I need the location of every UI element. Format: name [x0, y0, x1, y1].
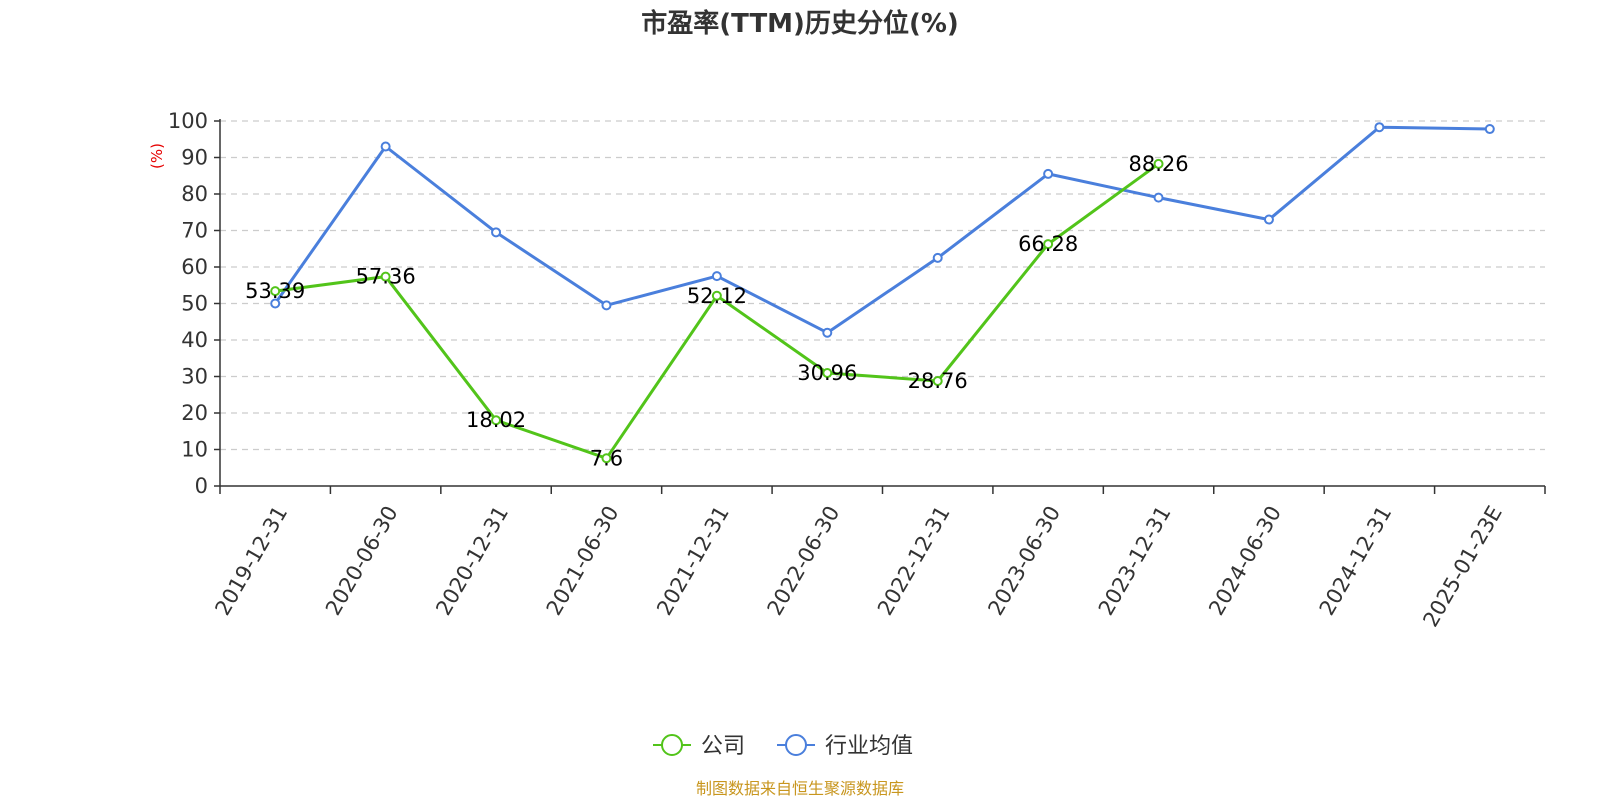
x-tick-label: 2024-12-31 — [1315, 502, 1397, 620]
data-point[interactable] — [491, 227, 502, 238]
x-tick-label: 2021-12-31 — [652, 502, 734, 620]
data-point[interactable] — [380, 271, 391, 282]
series-line-1 — [273, 125, 1490, 335]
data-label: 88.26 — [1128, 152, 1188, 176]
x-tick-label: 2023-12-31 — [1094, 502, 1176, 620]
legend-item-0[interactable]: 公司 — [653, 734, 745, 759]
data-point[interactable] — [932, 252, 943, 263]
data-point[interactable] — [491, 415, 502, 426]
data-point[interactable] — [270, 298, 281, 309]
legend[interactable]: 公司 行业均值 — [653, 734, 913, 759]
data-point[interactable] — [380, 141, 391, 152]
grid-lines — [220, 120, 1545, 451]
x-tick-label: 2022-12-31 — [873, 502, 955, 620]
legend-circle-icon — [661, 734, 683, 756]
series-line-0 — [275, 162, 1160, 460]
x-tick-label: 2021-06-30 — [542, 502, 624, 620]
source-attribution: 制图数据来自恒生聚源数据库 — [696, 779, 904, 798]
y-tick-label: 80 — [181, 182, 208, 206]
data-label: 52.12 — [687, 284, 747, 308]
y-tick-label: 10 — [181, 438, 208, 462]
y-tick-label: 40 — [181, 328, 208, 352]
data-point[interactable] — [1263, 214, 1274, 225]
data-point[interactable] — [822, 367, 833, 378]
data-point[interactable] — [1374, 122, 1385, 133]
data-point[interactable] — [601, 300, 612, 311]
legend-label: 公司 — [701, 734, 745, 759]
data-point[interactable] — [822, 327, 833, 338]
y-tick-label: 90 — [181, 146, 208, 170]
legend-item-1[interactable]: 行业均值 — [777, 734, 913, 759]
y-tick-label: 100 — [168, 109, 208, 133]
data-point[interactable] — [1043, 239, 1054, 250]
data-point[interactable] — [711, 271, 722, 282]
data-point[interactable] — [270, 286, 281, 297]
chart-title: 市盈率(TTM)历史分位(%) — [641, 8, 959, 39]
y-tick-label: 0 — [195, 474, 208, 498]
data-point[interactable] — [1153, 192, 1164, 203]
x-tick-label: 2024-06-30 — [1204, 502, 1286, 620]
data-point[interactable] — [932, 376, 943, 387]
data-label: 18.02 — [466, 408, 526, 432]
data-point[interactable] — [711, 290, 722, 301]
y-tick-label: 30 — [181, 365, 208, 389]
x-tick-label: 2019-12-31 — [210, 502, 292, 620]
data-label: 28.76 — [908, 369, 968, 393]
data-label: 7.6 — [590, 446, 623, 470]
data-point[interactable] — [1043, 168, 1054, 179]
y-tick-label: 50 — [181, 292, 208, 316]
y-tick-label: 70 — [181, 219, 208, 243]
data-label: 53.39 — [245, 279, 305, 303]
x-tick-label: 2025-01-23E — [1418, 502, 1506, 631]
x-tick-label: 2023-06-30 — [983, 502, 1065, 620]
series-lines — [270, 122, 1495, 464]
data-point[interactable] — [601, 453, 612, 464]
y-tick-label: 60 — [181, 255, 208, 279]
x-tick-label: 2022-06-30 — [763, 502, 845, 620]
legend-label: 行业均值 — [825, 734, 913, 759]
data-labels: 53.39 57.36 18.02 7.6 52.12 30.96 28.76 66.28 88… — [245, 152, 1188, 470]
y-tick-label: 20 — [181, 401, 208, 425]
data-label: 57.36 — [356, 265, 416, 289]
x-tick-label: 2020-12-31 — [431, 502, 513, 620]
y-axis-unit-label: (%) — [148, 143, 166, 169]
legend-circle-icon — [785, 734, 807, 756]
x-tick-label: 2020-06-30 — [321, 502, 403, 620]
data-point[interactable] — [1484, 124, 1495, 135]
data-label: 30.96 — [797, 361, 857, 385]
data-point[interactable] — [1153, 158, 1164, 169]
data-label: 66.28 — [1018, 232, 1078, 256]
